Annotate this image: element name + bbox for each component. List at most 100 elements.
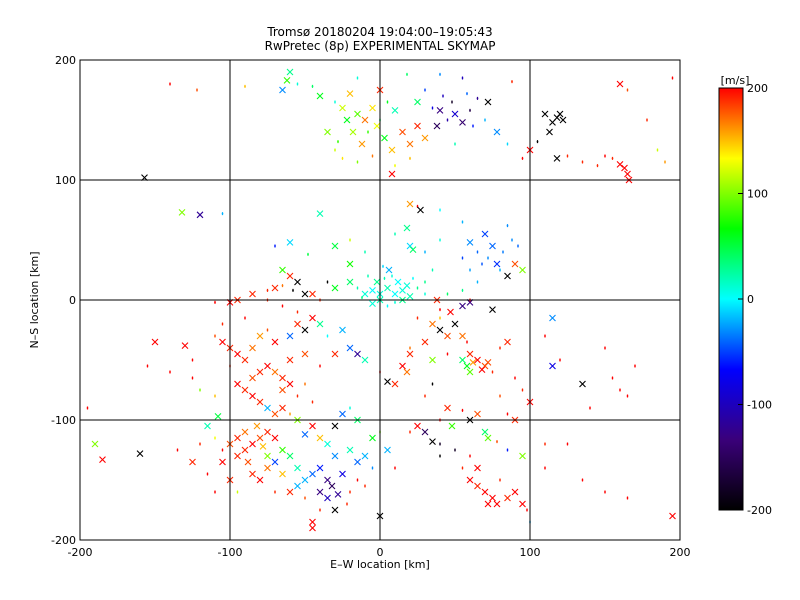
x-axis: -200 -100 0 100 200 [68, 60, 691, 559]
data-point-dot [244, 316, 246, 320]
data-point-cross [301, 326, 309, 334]
data-point-cross [541, 110, 549, 118]
data-point-cross [493, 500, 501, 508]
data-point-cross [339, 326, 346, 334]
data-point-dot [356, 478, 359, 482]
data-point-cross [249, 344, 256, 352]
data-point-cross [234, 380, 241, 388]
data-point-cross [459, 302, 466, 310]
data-point-cross [429, 320, 436, 328]
data-point-cross [331, 284, 339, 292]
data-point-dot [146, 364, 149, 368]
data-point-cross [279, 386, 286, 394]
data-point-dot [367, 130, 369, 134]
data-point-cross [279, 266, 286, 274]
data-point-dot [356, 76, 359, 80]
data-point-dot [371, 154, 374, 158]
data-point-dot [487, 256, 489, 260]
data-point-dot [446, 352, 449, 356]
data-point-dot [446, 292, 449, 296]
data-point-dot [626, 394, 629, 398]
data-point-cross [361, 290, 369, 298]
data-point-dot [596, 164, 599, 168]
data-point-dot [469, 108, 471, 112]
data-point-dot [296, 82, 299, 86]
data-point-dot [461, 466, 464, 470]
data-point-cross [349, 128, 357, 136]
data-point-cross [385, 266, 393, 274]
data-point-cross [391, 380, 399, 388]
data-point-cross [369, 434, 376, 442]
data-point-dot [86, 406, 89, 410]
data-point-dot [199, 442, 201, 446]
data-point-cross [384, 446, 391, 454]
data-point-cross [324, 440, 331, 448]
data-point-cross [549, 362, 556, 370]
data-point-cross [511, 488, 519, 496]
data-point-cross [466, 350, 474, 358]
data-point-dot [424, 280, 426, 284]
data-point-cross [484, 500, 492, 508]
data-point-cross [249, 392, 256, 400]
data-point-cross [556, 110, 564, 118]
data-point-cross [249, 470, 256, 478]
data-point-dot [439, 208, 441, 212]
data-point-dot [502, 250, 504, 254]
data-point-dot [386, 304, 389, 308]
data-point-dot [439, 308, 441, 312]
data-point-dot [266, 288, 269, 292]
data-point-cross [301, 290, 309, 298]
data-point-cross [489, 306, 496, 313]
data-point-dot [604, 346, 606, 350]
data-point-dot [506, 448, 509, 452]
data-point-cross [466, 239, 474, 246]
data-point-cross [241, 428, 249, 436]
data-point-cross [256, 368, 264, 376]
colorbar-tick-label: -200 [747, 504, 772, 517]
data-point-cross [616, 161, 624, 168]
x-tick-label: 200 [670, 546, 691, 559]
data-point-dot [191, 376, 194, 380]
data-point-cross [409, 246, 417, 253]
data-point-cross [346, 278, 354, 286]
data-point-cross [489, 494, 496, 502]
data-point-dot [409, 156, 411, 160]
data-point-cross [361, 452, 369, 460]
data-point-cross [481, 230, 489, 238]
data-point-cross [196, 211, 204, 219]
data-point-cross [417, 206, 424, 214]
data-point-cross [624, 170, 631, 178]
data-point-dot [346, 502, 348, 506]
colorbar-ticks: -200 -100 0 100 200 [738, 82, 772, 517]
data-point-dot [451, 100, 453, 104]
data-point-dot [499, 394, 501, 398]
data-point-cross [429, 438, 436, 445]
data-point-dot [307, 252, 309, 256]
data-point-dot [289, 412, 291, 416]
data-point-cross [331, 242, 339, 250]
data-point-cross [294, 278, 301, 286]
data-point-cross [249, 290, 256, 298]
data-point-cross [493, 128, 501, 136]
data-point-dot [274, 490, 276, 494]
data-point-cross [388, 170, 396, 178]
data-point-cross [358, 140, 366, 148]
data-point-cross [421, 428, 429, 436]
data-point-dot [296, 394, 299, 398]
y-tick-label: 200 [55, 54, 76, 67]
data-point-cross [294, 320, 301, 328]
data-point-dot [416, 286, 419, 290]
data-point-dot [506, 224, 509, 228]
data-point-dot [214, 490, 216, 494]
data-point-cross [484, 359, 492, 366]
data-point-cross [316, 464, 324, 472]
data-point-cross [346, 260, 354, 268]
data-point-dot [439, 316, 441, 320]
data-point-dot [214, 436, 216, 440]
data-point-cross [249, 374, 256, 382]
data-point-dot [319, 508, 321, 512]
data-point-cross [384, 378, 391, 385]
data-point-cross [151, 338, 159, 346]
data-point-cross [361, 116, 369, 124]
